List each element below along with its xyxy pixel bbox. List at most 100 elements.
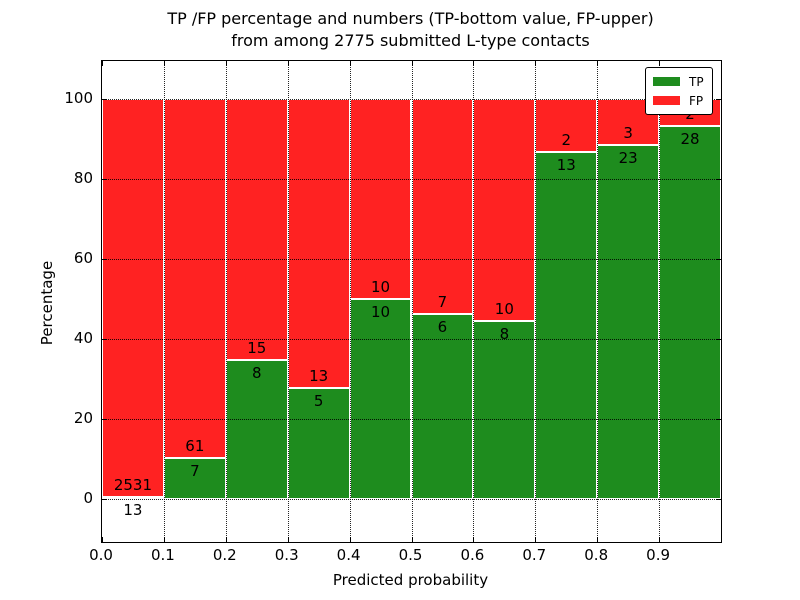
- plot-area: 253113617158135101076108213323228: [101, 60, 722, 543]
- x-gridline: [473, 61, 475, 542]
- bar-tp-count-label: 13: [556, 156, 576, 175]
- x-tick-mark: [659, 537, 661, 542]
- legend: TP FP: [645, 67, 713, 115]
- y-tick-mark: [102, 419, 107, 420]
- bar-tp-segment: [102, 496, 164, 499]
- x-tick-label: 0.4: [336, 546, 361, 564]
- bar-tp-segment: [659, 125, 721, 499]
- bar-tp-segment: [349, 299, 412, 499]
- x-tick-label: 0.7: [522, 546, 547, 564]
- x-tick-label: 0.1: [150, 546, 175, 564]
- y-tick-mark-right: [716, 419, 721, 420]
- y-tick-mark-right: [716, 99, 721, 100]
- legend-label-tp: TP: [689, 74, 704, 89]
- x-tick-mark-top: [597, 61, 599, 66]
- chart-title-line1: TP /FP percentage and numbers (TP-bottom…: [167, 9, 654, 28]
- bar-tp-count-label: 5: [313, 391, 324, 410]
- bar-tp-count-label: 8: [499, 325, 510, 344]
- bar-fp-segment: [102, 99, 164, 497]
- x-axis-label: Predicted probability: [332, 571, 489, 589]
- bar-tp-count-label: 28: [680, 129, 700, 148]
- bar-fp-segment: [349, 99, 412, 299]
- bar-tp-segment: [473, 321, 536, 499]
- bar-fp-count-label: 7: [437, 293, 448, 312]
- x-gridline: [535, 61, 537, 542]
- x-gridline: [597, 61, 599, 542]
- y-tick-label: 100: [64, 89, 93, 107]
- x-tick-mark-top: [102, 61, 103, 66]
- x-tick-mark-top: [473, 61, 475, 66]
- y-tick-mark-right: [716, 339, 721, 340]
- y-tick-mark-right: [716, 179, 721, 180]
- x-gridline: [163, 61, 165, 542]
- x-tick-mark-top: [411, 61, 413, 66]
- x-gridline: [659, 61, 661, 542]
- x-tick-label: 0.0: [89, 546, 113, 564]
- x-tick-mark: [473, 537, 475, 542]
- bar-tp-count-label: 7: [190, 461, 200, 480]
- bar-tp-segment: [411, 314, 474, 499]
- bar-fp-count-label: 3: [623, 124, 633, 143]
- bar-tp-count-label: 6: [437, 318, 448, 337]
- bar-tp-segment: [163, 457, 226, 499]
- bar-fp-count-label: 10: [370, 278, 391, 296]
- x-tick-mark: [102, 537, 103, 542]
- bar-fp-count-label: 13: [309, 366, 329, 385]
- x-tick-mark: [535, 537, 537, 542]
- bar-fp-count-label: 2: [561, 131, 572, 150]
- bar-fp-segment: [535, 99, 598, 153]
- y-tick-mark: [102, 499, 107, 500]
- x-tick-mark: [597, 537, 599, 542]
- y-tick-mark-right: [716, 499, 721, 500]
- x-tick-mark-top: [659, 61, 661, 66]
- y-tick-label: 60: [73, 249, 93, 267]
- bar-fp-segment: [163, 99, 226, 458]
- x-tick-mark: [163, 537, 165, 542]
- legend-entry-fp: FP: [653, 91, 712, 110]
- x-tick-label: 0.5: [398, 546, 423, 564]
- bar-fp-count-label: 61: [185, 436, 205, 455]
- x-tick-mark-top: [163, 61, 165, 66]
- bar-tp-segment: [597, 145, 660, 499]
- y-tick-label: 40: [73, 329, 93, 347]
- y-tick-mark: [102, 179, 107, 180]
- bar-tp-count-label: 23: [618, 149, 638, 168]
- bar-tp-count-label: 8: [251, 363, 262, 382]
- x-tick-label: 0.8: [584, 546, 609, 564]
- bar-fp-segment: [287, 99, 350, 388]
- bar-fp-segment: [411, 99, 474, 315]
- y-tick-mark: [102, 99, 107, 100]
- x-tick-label: 0.6: [460, 546, 485, 564]
- x-tick-mark-top: [287, 61, 289, 66]
- bar-fp-count-label: 15: [247, 338, 267, 357]
- x-tick-label: 0.3: [274, 546, 299, 564]
- fp-color-swatch: [653, 96, 680, 105]
- x-tick-label: 0.2: [212, 546, 237, 564]
- x-tick-mark-top: [535, 61, 537, 66]
- x-gridline: [411, 61, 413, 542]
- bar-tp-segment: [535, 152, 598, 499]
- x-tick-mark: [349, 537, 351, 542]
- x-gridline: [225, 61, 227, 542]
- chart-title-line2: from among 2775 submitted L-type contact…: [231, 31, 590, 50]
- y-tick-label: 0: [83, 489, 93, 507]
- y-tick-mark-right: [716, 259, 721, 260]
- bar-tp-segment: [287, 387, 350, 499]
- y-tick-label: 80: [73, 169, 93, 187]
- tp-color-swatch: [653, 77, 680, 86]
- x-tick-mark-top: [721, 61, 722, 66]
- y-tick-mark: [102, 259, 107, 260]
- bar-fp-segment: [473, 99, 536, 322]
- bar-fp-segment: [225, 99, 288, 360]
- bar-fp-count-label: 10: [494, 300, 514, 319]
- x-tick-label: 0.9: [646, 546, 671, 564]
- bar-tp-count-label: 10: [370, 303, 391, 321]
- x-tick-mark: [721, 537, 722, 542]
- legend-entry-tp: TP: [653, 72, 712, 91]
- x-tick-mark: [287, 537, 289, 542]
- x-tick-mark-top: [349, 61, 351, 66]
- y-tick-label: 20: [73, 409, 93, 427]
- legend-label-fp: FP: [689, 93, 704, 108]
- bar-tp-count-label: 13: [123, 500, 143, 519]
- bar-fp-count-label: 2531: [113, 475, 153, 494]
